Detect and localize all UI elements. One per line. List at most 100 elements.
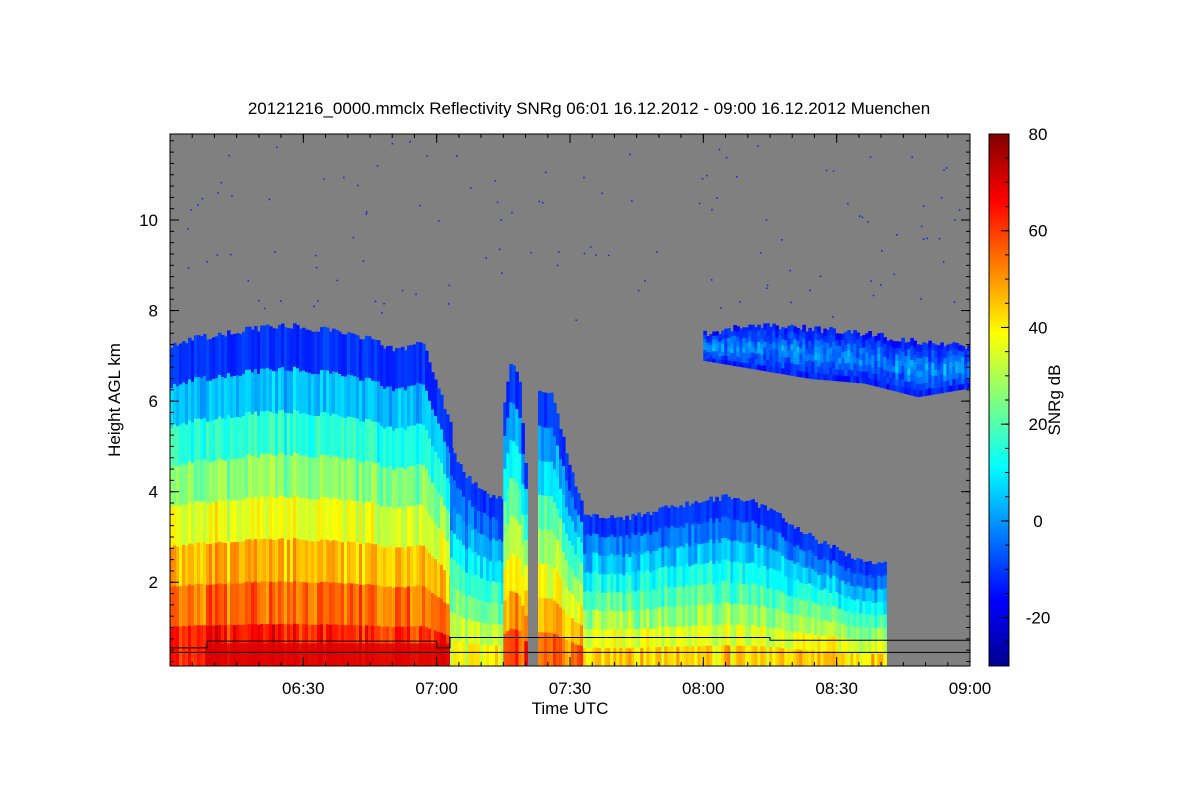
echo-cell	[874, 564, 878, 578]
echo-cell	[332, 455, 336, 498]
echo-cell	[583, 591, 587, 611]
echo-cell	[730, 603, 734, 625]
echo-cell	[916, 357, 920, 365]
echo-cell	[766, 323, 770, 330]
echo-cell	[868, 331, 872, 339]
echo-cell	[805, 649, 809, 666]
echo-cell	[868, 344, 872, 352]
echo-cell	[371, 339, 375, 381]
echo-cell	[844, 350, 848, 358]
echo-cell	[200, 418, 204, 461]
echo-cell	[353, 541, 357, 584]
echo-cell	[787, 524, 791, 543]
echo-cell	[305, 455, 309, 499]
echo-cell	[314, 582, 318, 625]
echo-cell	[212, 378, 216, 421]
echo-cell	[922, 389, 926, 397]
echo-cell	[422, 504, 426, 546]
echo-cell	[550, 631, 554, 666]
echo-cell	[676, 626, 680, 647]
echo-cell	[724, 337, 728, 343]
echo-cell	[958, 361, 962, 368]
echo-cell	[742, 563, 746, 585]
echo-cell	[952, 354, 956, 361]
echo-cell	[733, 582, 737, 604]
echo-cell	[859, 652, 863, 666]
echo-cell	[553, 402, 557, 437]
echo-cell	[751, 645, 755, 666]
noise-dot	[315, 266, 318, 269]
echo-cell	[347, 540, 351, 584]
echo-cell	[871, 379, 875, 386]
echo-cell	[320, 454, 324, 498]
echo-cell	[287, 581, 291, 625]
echo-cell	[871, 615, 875, 629]
echo-cell	[332, 581, 336, 625]
echo-cell	[486, 644, 490, 666]
echo-cell	[859, 376, 863, 384]
echo-cell	[838, 351, 842, 358]
echo-cell	[751, 541, 755, 563]
echo-cell	[613, 647, 617, 666]
echo-cell	[224, 418, 228, 461]
echo-cell	[443, 601, 447, 635]
echo-cell	[748, 521, 752, 543]
echo-cell	[727, 341, 731, 347]
echo-cell	[931, 375, 935, 382]
echo-cell	[185, 343, 189, 385]
echo-cell	[691, 523, 695, 545]
echo-cell	[577, 493, 581, 516]
noise-dot	[542, 201, 544, 204]
echo-cell	[835, 561, 839, 578]
echo-cell	[571, 569, 575, 594]
echo-cell	[428, 590, 432, 629]
echo-cell	[607, 517, 611, 537]
echo-cell	[871, 336, 875, 344]
echo-cell	[368, 583, 372, 626]
echo-cell	[700, 625, 704, 647]
echo-cell	[419, 504, 423, 546]
echo-cell	[595, 571, 599, 591]
echo-cell	[658, 507, 662, 529]
echo-cell	[691, 625, 695, 647]
echo-cell	[275, 497, 279, 540]
echo-cell	[462, 569, 466, 594]
echo-cell	[835, 351, 839, 358]
echo-cell	[718, 341, 722, 346]
echo-cell	[284, 539, 288, 582]
echo-cell	[562, 522, 566, 552]
echo-cell	[763, 565, 767, 587]
echo-cell	[604, 647, 608, 666]
echo-cell	[410, 545, 414, 587]
echo-cell	[607, 554, 611, 574]
noise-dot	[376, 165, 379, 167]
echo-cell	[506, 488, 510, 525]
echo-cell	[868, 652, 872, 666]
echo-cell	[739, 352, 743, 358]
echo-cell	[922, 349, 926, 357]
echo-cell	[547, 495, 551, 531]
colorbar-tick-label: 40	[1029, 318, 1048, 337]
echo-cell	[919, 357, 923, 365]
echo-cell	[682, 547, 686, 568]
echo-cell	[410, 465, 414, 506]
echo-cell	[709, 538, 713, 561]
echo-cell	[769, 646, 773, 666]
echo-cell	[616, 610, 620, 630]
echo-cell	[949, 385, 953, 392]
echo-cell	[468, 499, 472, 525]
echo-cell	[512, 478, 516, 517]
echo-cell	[646, 511, 650, 532]
echo-cell	[553, 501, 557, 536]
echo-cell	[952, 342, 956, 349]
echo-cell	[757, 586, 761, 608]
echo-cell	[506, 452, 510, 489]
echo-cell	[850, 625, 854, 640]
echo-cell	[359, 339, 363, 381]
noise-dot	[825, 169, 828, 172]
echo-cell	[503, 600, 507, 634]
echo-cell	[931, 387, 935, 395]
echo-cell	[580, 583, 584, 605]
echo-cell	[332, 412, 336, 456]
echo-cell	[910, 352, 914, 360]
